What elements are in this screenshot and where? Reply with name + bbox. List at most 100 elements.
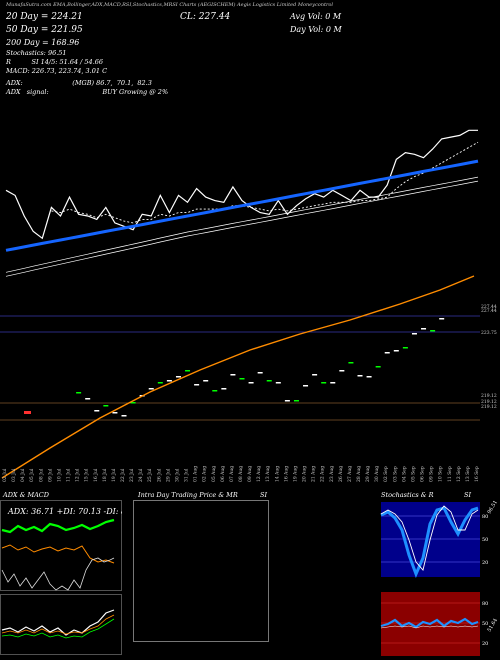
date-tick-label: 18 Jul	[102, 468, 108, 482]
date-tick-label: 19 Jul	[111, 468, 117, 482]
date-axis: 02 Jul 03 Jul 04 Jul 05 Jul 08 Jul 09 Jul 10 J…	[2, 466, 480, 482]
price-candle	[393, 350, 399, 352]
adx-macd-panel: ADX & MACD ADX: 36.71 +DI: 70.13 -DI: 82…	[0, 490, 122, 660]
price-candle	[94, 410, 100, 412]
date-tick-label: 15 Jul	[84, 468, 90, 482]
price-candle	[357, 375, 363, 377]
ema200-label: 200 Day = 168.96	[6, 38, 80, 47]
price-candle	[312, 374, 318, 376]
date-tick-label: 31 Jul	[184, 468, 190, 482]
date-tick-label: 16 Jul	[93, 468, 99, 482]
adx-green-line	[1, 518, 115, 534]
macd-signal-line	[1, 614, 115, 635]
adx-values-label: ADX: 36.71 +DI: 70.13 -DI: 82.47	[7, 507, 122, 516]
price-candle	[348, 362, 354, 364]
price-candle	[321, 382, 327, 384]
price-tick-label: 219.12	[481, 404, 497, 410]
price-candle	[103, 405, 109, 407]
stochastics-d-line	[380, 505, 479, 571]
price-candle	[284, 400, 290, 402]
price-tick-label: 227.44	[481, 304, 497, 310]
price-candle	[266, 380, 272, 382]
date-tick-label: 28 Aug	[356, 466, 362, 482]
stoch-scale-50: 50	[482, 537, 488, 543]
date-tick-label: 13 Aug	[265, 466, 271, 482]
stochastics-label: Stochastics: 96.51	[6, 49, 67, 57]
intraday-panel: Intra Day Trading Price & MR SI	[128, 490, 274, 660]
date-tick-label: 01 Aug	[193, 466, 199, 482]
adx-orange-line	[1, 544, 115, 564]
rsi-line	[380, 625, 479, 629]
intraday-chart-box	[133, 500, 269, 642]
price-candle	[148, 388, 154, 390]
ema20-label: 20 Day = 224.21	[6, 12, 83, 22]
date-tick-label: 09 Jul	[47, 468, 53, 482]
band-lower-line	[5, 180, 479, 277]
date-tick-label: 09 Sep	[429, 466, 435, 482]
rsi-scale-80: 80	[482, 601, 488, 607]
date-tick-label: 05 Jul	[29, 468, 35, 482]
date-tick-label: 11 Jul	[66, 468, 72, 482]
price-tick-label: 219.12	[481, 399, 497, 405]
date-tick-label: 05 Sep	[410, 466, 416, 482]
price-candle	[85, 398, 91, 400]
price-candle	[130, 402, 136, 404]
date-tick-label: 03 Jul	[11, 468, 17, 482]
date-tick-label: 16 Sep	[474, 466, 480, 482]
date-tick-label: 12 Jul	[75, 468, 81, 482]
intraday-title: Intra Day Trading Price & MR	[138, 491, 238, 499]
price-candle	[384, 352, 390, 354]
stoch-scale-80: 80	[482, 514, 488, 520]
price-candle	[24, 411, 31, 414]
date-tick-label: 10 Sep	[438, 466, 444, 482]
date-tick-label: 23 Jul	[129, 468, 135, 482]
date-tick-label: 14 Aug	[274, 466, 280, 482]
price-candle	[248, 382, 254, 384]
price-chart: 02 Jul 03 Jul 04 Jul 05 Jul 08 Jul 09 Jul 10 J…	[0, 129, 497, 482]
price-tick-label: 223.75	[481, 330, 497, 336]
price-candle	[185, 370, 191, 372]
adx-signal-label: ADX signal: BUY Growing @ 2%	[6, 88, 169, 96]
stochastics-k-line	[380, 506, 479, 579]
stochastics-rsi-svg: 80 50 20 96.51 80 50 20 51.64	[380, 500, 499, 656]
ema50-series-line	[5, 159, 479, 252]
rsi-right-label: 51.64	[487, 618, 499, 633]
date-tick-label: 20 Aug	[302, 466, 308, 482]
price-candle	[194, 384, 200, 386]
ema200-series-line	[1, 275, 475, 479]
adx-white-line	[1, 557, 115, 591]
date-tick-label: 21 Aug	[311, 466, 317, 482]
adx-macd-svg: ADX: 36.71 +DI: 70.13 -DI: 82.47	[0, 500, 122, 655]
date-tick-label: 26 Jul	[156, 468, 162, 482]
price-level-lines	[0, 315, 480, 421]
price-candle	[421, 328, 427, 330]
rsi-scale-50: 50	[482, 621, 488, 627]
date-tick-label: 11 Sep	[447, 466, 453, 482]
price-tick-label: 227.44	[481, 308, 497, 314]
date-tick-label: 22 Jul	[120, 468, 126, 482]
price-candle	[230, 374, 236, 376]
date-tick-label: 19 Aug	[292, 466, 298, 482]
date-tick-label: 06 Sep	[420, 466, 426, 482]
date-tick-label: 30 Aug	[374, 466, 380, 482]
chart-top-line: MunafaSutra.com EMA,Bollinger,ADX,MACD,R…	[6, 2, 333, 8]
price-candle	[203, 380, 209, 382]
price-candles	[24, 318, 445, 417]
stochastics-title-suffix: SI	[464, 491, 472, 499]
date-tick-label: 05 Aug	[211, 466, 217, 482]
price-series-line	[5, 129, 478, 240]
date-tick-label: 29 Aug	[365, 466, 371, 482]
rsi-scale-20: 20	[482, 641, 488, 647]
price-candle	[439, 318, 445, 320]
close-price-label: CL: 227.44	[180, 12, 231, 22]
band-upper-line	[5, 176, 479, 273]
date-tick-label: 25 Jul	[147, 468, 153, 482]
date-tick-label: 02 Sep	[383, 466, 389, 482]
stochastics-rsi-panel: Stochastics & R SI 80 50 20 96.51 80 50 …	[378, 490, 500, 660]
avg-volume-label: Avg Vol: 0 M	[290, 12, 342, 21]
price-candle	[275, 382, 281, 384]
stochastics-title: Stochastics & R	[381, 491, 434, 499]
price-candle	[330, 382, 336, 384]
date-tick-label: 02 Jul	[2, 468, 8, 482]
price-candle	[339, 370, 345, 372]
